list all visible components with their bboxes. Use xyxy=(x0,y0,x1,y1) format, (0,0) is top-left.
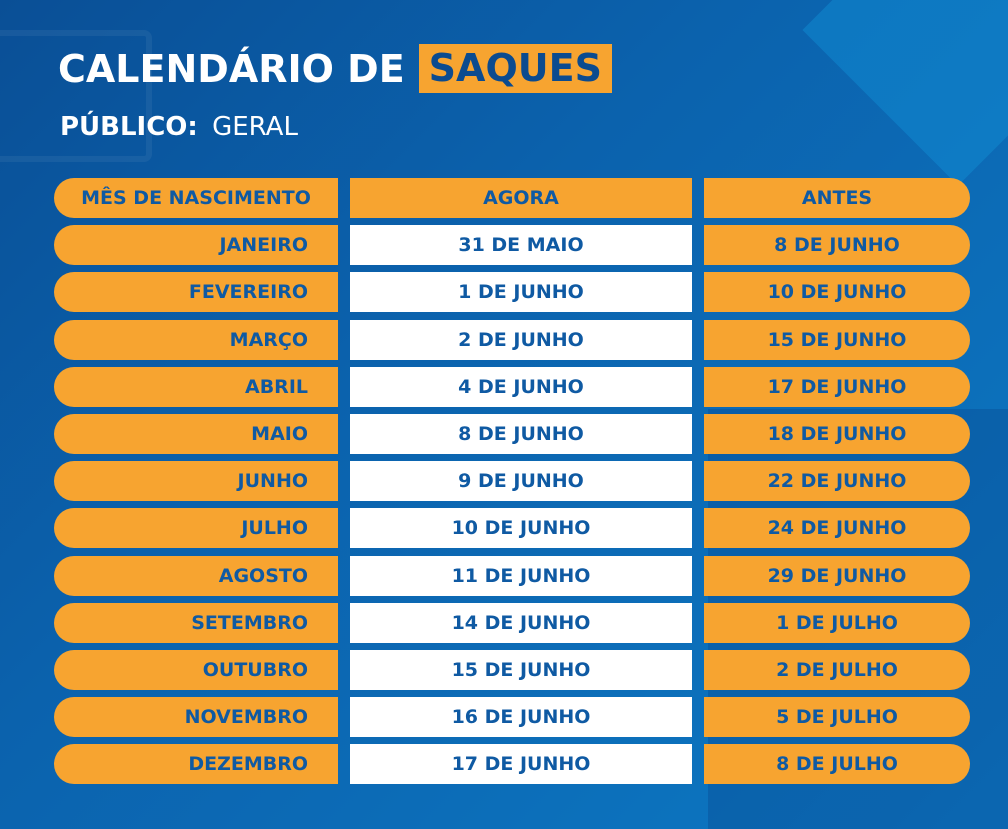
now-date-cell: 10 DE JUNHO xyxy=(350,508,692,549)
before-date-cell: 18 DE JUNHO xyxy=(704,413,970,454)
before-date-cell: 5 DE JULHO xyxy=(704,697,970,738)
before-date-cell: 15 DE JUNHO xyxy=(704,319,970,360)
now-date-cell: 14 DE JUNHO xyxy=(350,602,692,643)
table-row: SETEMBRO 14 DE JUNHO 1 DE JULHO xyxy=(54,602,970,643)
table-row: OUTUBRO 15 DE JUNHO 2 DE JULHO xyxy=(54,649,970,690)
before-date-cell: 10 DE JUNHO xyxy=(704,272,970,313)
birth-month-cell: MAIO xyxy=(54,413,338,454)
column-header-now: AGORA xyxy=(350,178,692,218)
audience-subtitle: PÚBLICO: GERAL xyxy=(60,112,298,142)
before-date-cell: 2 DE JULHO xyxy=(704,649,970,690)
birth-month-cell: FEVEREIRO xyxy=(54,272,338,313)
birth-month-cell: MARÇO xyxy=(54,319,338,360)
birth-month-cell: JANEIRO xyxy=(54,225,338,266)
column-header-birth-month: MÊS DE NASCIMENTO xyxy=(54,178,338,218)
table-row: MARÇO 2 DE JUNHO 15 DE JUNHO xyxy=(54,319,970,360)
before-date-cell: 17 DE JUNHO xyxy=(704,366,970,407)
now-date-cell: 17 DE JUNHO xyxy=(350,744,692,785)
table-row: JUNHO 9 DE JUNHO 22 DE JUNHO xyxy=(54,461,970,502)
before-date-cell: 8 DE JUNHO xyxy=(704,225,970,266)
now-date-cell: 31 DE MAIO xyxy=(350,225,692,266)
page-title: CALENDÁRIO DE SAQUES xyxy=(58,44,612,93)
now-date-cell: 4 DE JUNHO xyxy=(350,366,692,407)
birth-month-cell: OUTUBRO xyxy=(54,649,338,690)
now-date-cell: 8 DE JUNHO xyxy=(350,413,692,454)
birth-month-cell: DEZEMBRO xyxy=(54,744,338,785)
table-row: JULHO 10 DE JUNHO 24 DE JUNHO xyxy=(54,508,970,549)
now-date-cell: 16 DE JUNHO xyxy=(350,697,692,738)
before-date-cell: 1 DE JULHO xyxy=(704,602,970,643)
birth-month-cell: JULHO xyxy=(54,508,338,549)
subtitle-value: GERAL xyxy=(212,112,298,142)
table-body: JANEIRO 31 DE MAIO 8 DE JUNHO FEVEREIRO 1 DE… xyxy=(54,225,970,785)
table-row: DEZEMBRO 17 DE JUNHO 8 DE JULHO xyxy=(54,744,970,785)
now-date-cell: 9 DE JUNHO xyxy=(350,461,692,502)
table-row: AGOSTO 11 DE JUNHO 29 DE JUNHO xyxy=(54,555,970,596)
now-date-cell: 11 DE JUNHO xyxy=(350,555,692,596)
birth-month-cell: JUNHO xyxy=(54,461,338,502)
title-highlight-text: SAQUES xyxy=(418,44,612,93)
background-corner-shape xyxy=(802,0,1008,186)
before-date-cell: 24 DE JUNHO xyxy=(704,508,970,549)
birth-month-cell: AGOSTO xyxy=(54,555,338,596)
table-header-row: MÊS DE NASCIMENTO AGORA ANTES xyxy=(54,178,970,218)
before-date-cell: 22 DE JUNHO xyxy=(704,461,970,502)
birth-month-cell: ABRIL xyxy=(54,366,338,407)
table-row: MAIO 8 DE JUNHO 18 DE JUNHO xyxy=(54,413,970,454)
birth-month-cell: SETEMBRO xyxy=(54,602,338,643)
birth-month-cell: NOVEMBRO xyxy=(54,697,338,738)
table-row: FEVEREIRO 1 DE JUNHO 10 DE JUNHO xyxy=(54,272,970,313)
table-row: JANEIRO 31 DE MAIO 8 DE JUNHO xyxy=(54,225,970,266)
table-row: NOVEMBRO 16 DE JUNHO 5 DE JULHO xyxy=(54,697,970,738)
now-date-cell: 2 DE JUNHO xyxy=(350,319,692,360)
before-date-cell: 29 DE JUNHO xyxy=(704,555,970,596)
title-main-text: CALENDÁRIO DE xyxy=(58,46,405,91)
subtitle-label: PÚBLICO: xyxy=(60,112,198,142)
column-header-before: ANTES xyxy=(704,178,970,218)
before-date-cell: 8 DE JULHO xyxy=(704,744,970,785)
now-date-cell: 15 DE JUNHO xyxy=(350,649,692,690)
withdrawal-calendar-table: MÊS DE NASCIMENTO AGORA ANTES JANEIRO 31 … xyxy=(54,178,970,791)
table-row: ABRIL 4 DE JUNHO 17 DE JUNHO xyxy=(54,366,970,407)
now-date-cell: 1 DE JUNHO xyxy=(350,272,692,313)
